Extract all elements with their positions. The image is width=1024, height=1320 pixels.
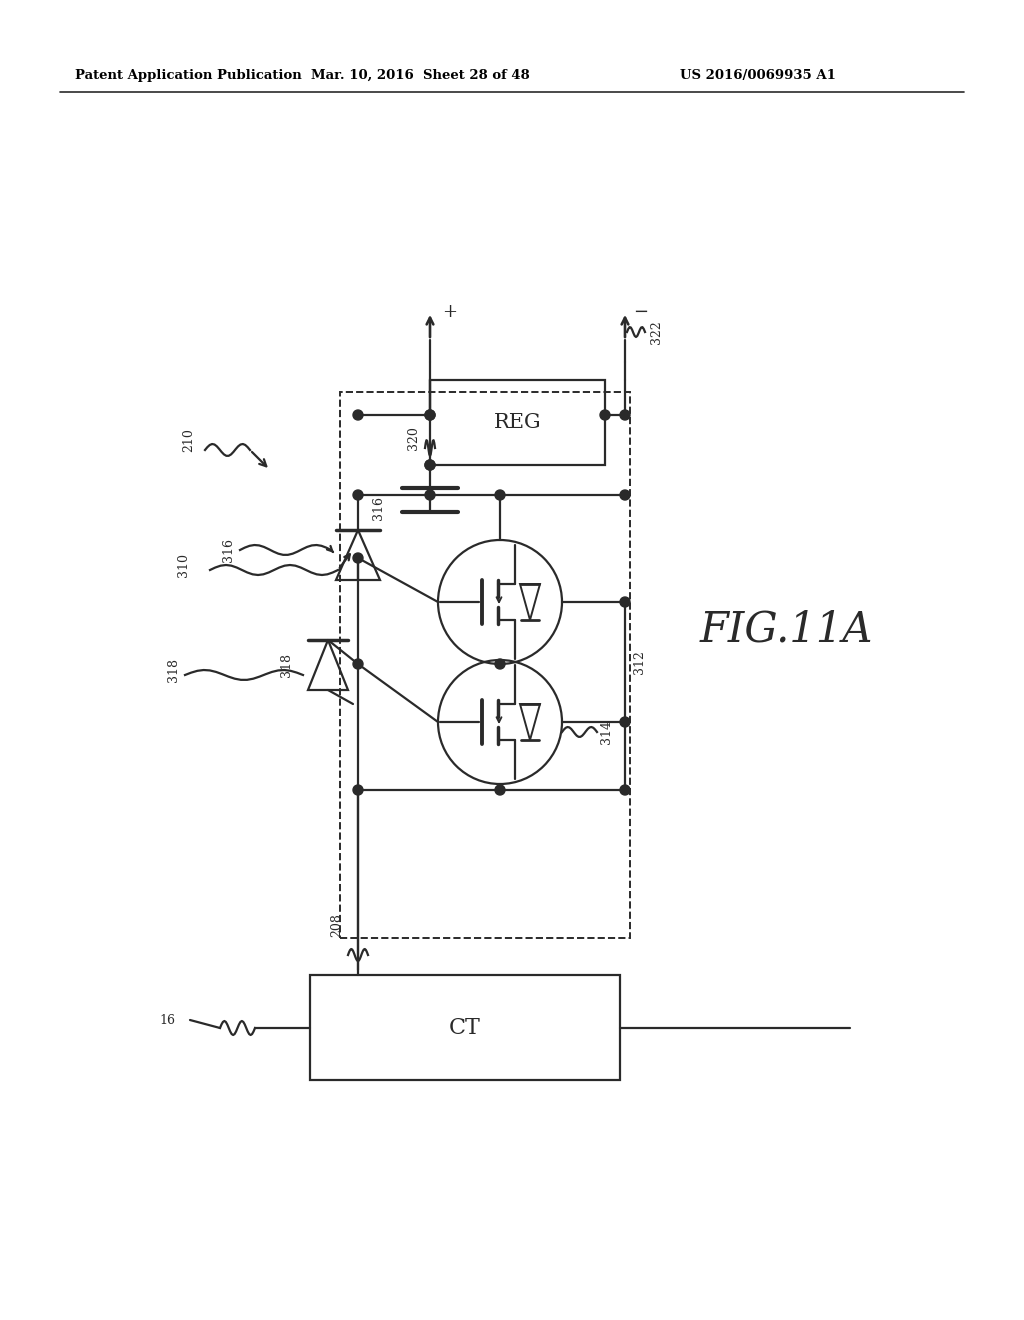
Text: 316: 316 [372, 496, 385, 520]
Circle shape [620, 490, 630, 500]
Circle shape [620, 717, 630, 727]
Circle shape [353, 659, 362, 669]
Circle shape [620, 785, 630, 795]
Text: 318: 318 [167, 657, 180, 682]
Circle shape [353, 490, 362, 500]
Circle shape [425, 411, 435, 420]
Text: 318: 318 [280, 653, 293, 677]
Text: Patent Application Publication: Patent Application Publication [75, 69, 302, 82]
Text: REG: REG [494, 413, 542, 432]
Circle shape [495, 659, 505, 669]
Circle shape [495, 490, 505, 500]
Text: 210: 210 [182, 428, 195, 451]
Circle shape [620, 597, 630, 607]
Circle shape [495, 785, 505, 795]
Bar [430, 380, 605, 465]
Text: CT: CT [450, 1016, 481, 1039]
Text: −: − [633, 304, 648, 321]
Text: 320: 320 [407, 426, 420, 450]
Circle shape [620, 411, 630, 420]
Circle shape [425, 459, 435, 470]
Text: 322: 322 [650, 321, 663, 345]
Text: 316: 316 [222, 539, 234, 562]
Text: 314: 314 [600, 719, 613, 744]
Text: FIG.11A: FIG.11A [700, 609, 873, 651]
Text: 16: 16 [159, 1014, 175, 1027]
Circle shape [600, 411, 610, 420]
Text: 312: 312 [633, 649, 646, 675]
Text: +: + [442, 304, 457, 321]
Bar [340, 392, 630, 939]
Circle shape [425, 411, 435, 420]
Circle shape [425, 459, 435, 470]
Circle shape [353, 785, 362, 795]
Circle shape [425, 490, 435, 500]
Circle shape [353, 411, 362, 420]
Text: 208: 208 [330, 913, 343, 937]
Text: 310: 310 [177, 553, 190, 577]
Circle shape [353, 553, 362, 564]
Text: Mar. 10, 2016  Sheet 28 of 48: Mar. 10, 2016 Sheet 28 of 48 [310, 69, 529, 82]
Bar [310, 975, 620, 1080]
Text: US 2016/0069935 A1: US 2016/0069935 A1 [680, 69, 836, 82]
